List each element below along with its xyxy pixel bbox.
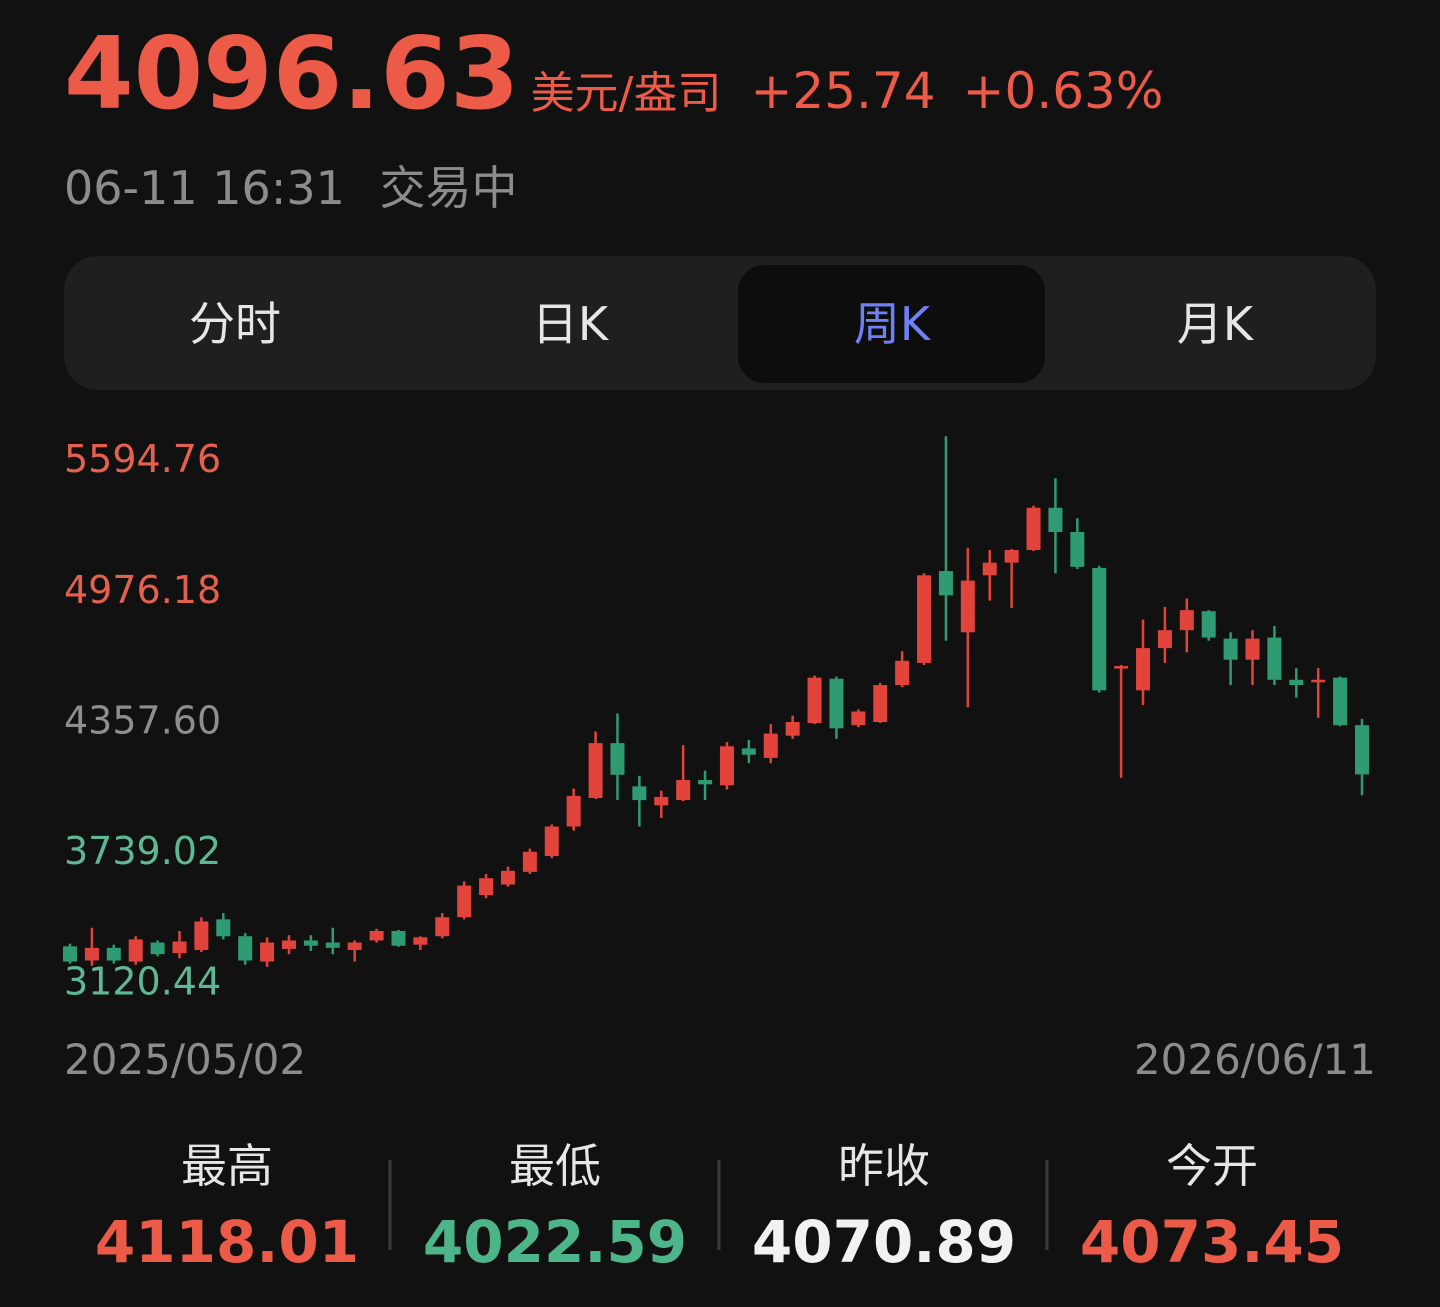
candle-body bbox=[1311, 679, 1326, 683]
change: +25.74 bbox=[750, 62, 935, 120]
candle-body bbox=[938, 571, 953, 596]
stat-value: 4022.59 bbox=[423, 1208, 687, 1276]
candle-body bbox=[1333, 677, 1348, 726]
x-tick-label: 2025/05/02 bbox=[64, 1035, 306, 1084]
tab[interactable]: 分时 bbox=[189, 297, 281, 351]
candle-body bbox=[1245, 638, 1260, 660]
status: 交易中 bbox=[379, 161, 517, 215]
candle-body bbox=[917, 575, 932, 663]
y-tick-label: 4976.18 bbox=[64, 568, 221, 612]
candle-body bbox=[172, 941, 187, 954]
candle-body bbox=[544, 826, 559, 857]
candle-body bbox=[1289, 679, 1304, 686]
candle-body bbox=[1092, 567, 1107, 691]
candle-body bbox=[873, 685, 888, 722]
candle-body bbox=[1157, 630, 1172, 649]
candle-body bbox=[347, 942, 362, 950]
candle-body bbox=[391, 930, 406, 946]
candle-body bbox=[960, 580, 975, 633]
y-tick-label: 3120.44 bbox=[64, 959, 221, 1003]
candle-body bbox=[194, 921, 209, 950]
stat-value: 4073.45 bbox=[1080, 1208, 1344, 1276]
candle-body bbox=[829, 678, 844, 729]
candle-body bbox=[128, 939, 143, 962]
candle-body bbox=[1355, 725, 1369, 775]
x-tick-label: 2026/06/11 bbox=[1134, 1035, 1376, 1084]
candle-body bbox=[63, 946, 77, 962]
candle-body bbox=[281, 940, 296, 949]
candle-body bbox=[851, 711, 866, 726]
y-tick-label: 4357.60 bbox=[64, 698, 221, 742]
candle-body bbox=[500, 870, 515, 885]
candle-body bbox=[1179, 610, 1194, 631]
tab[interactable]: 月K bbox=[1177, 297, 1255, 351]
candle-body bbox=[413, 937, 428, 945]
stat-value: 4070.89 bbox=[752, 1208, 1016, 1276]
status-line: 06-11 16:31 交易中 bbox=[64, 161, 517, 215]
candle-body bbox=[1114, 666, 1129, 669]
candle-body bbox=[479, 878, 494, 896]
tab-bar bbox=[64, 256, 1376, 390]
candle-body bbox=[216, 919, 231, 937]
stat-label: 昨收 bbox=[838, 1139, 930, 1193]
tab-active-bg bbox=[738, 265, 1045, 383]
candle-body bbox=[150, 942, 165, 955]
candle-body bbox=[522, 851, 537, 872]
chart: 3120.44 3739.02 4357.60 4976.18 5594.76 2025/… bbox=[63, 436, 1376, 1084]
stat-label: 最高 bbox=[181, 1139, 273, 1193]
candle-body bbox=[566, 795, 581, 827]
candle-body bbox=[654, 796, 669, 806]
candle-body bbox=[982, 562, 997, 576]
candle-body bbox=[1026, 507, 1041, 550]
candle-body bbox=[588, 743, 603, 798]
y-tick-label: 3739.02 bbox=[64, 829, 221, 873]
y-tick-label: 5594.76 bbox=[64, 437, 221, 481]
candle-body bbox=[1070, 532, 1085, 567]
candle-body bbox=[106, 947, 121, 961]
candle-body bbox=[632, 786, 647, 801]
candle-body bbox=[763, 733, 778, 758]
candle-body bbox=[238, 936, 253, 961]
candle-body bbox=[1048, 507, 1063, 533]
candle-body bbox=[1136, 648, 1151, 691]
candle-body bbox=[260, 942, 275, 962]
price-line: 4096.63 美元/盎司 +25.74 +0.63% bbox=[64, 15, 1163, 132]
candle-body bbox=[1223, 638, 1238, 660]
candle-body bbox=[895, 660, 910, 686]
candle-body bbox=[303, 940, 318, 946]
candle-body bbox=[785, 721, 800, 736]
candle-body bbox=[457, 885, 472, 918]
candle-body bbox=[676, 780, 691, 801]
stat-label: 最低 bbox=[509, 1139, 601, 1193]
candle-body bbox=[435, 917, 450, 937]
candle-body bbox=[807, 677, 822, 724]
candle-body bbox=[741, 748, 756, 755]
candle-body bbox=[1201, 611, 1216, 638]
candle-body bbox=[84, 947, 99, 961]
candle-body bbox=[369, 930, 384, 941]
stat-label: 今开 bbox=[1166, 1139, 1258, 1193]
tab[interactable]: 周K bbox=[854, 297, 932, 351]
unit: 美元/盎司 bbox=[531, 68, 722, 119]
candle-body bbox=[325, 942, 340, 948]
candle-body bbox=[1267, 637, 1282, 680]
price: 4096.63 bbox=[64, 15, 519, 132]
timestamp: 06-11 16:31 bbox=[64, 161, 345, 215]
tab[interactable]: 日K bbox=[532, 297, 610, 351]
tabs: 分时 日K 周K 月K bbox=[189, 265, 1255, 383]
stats: 最高 4118.01 最低 4022.59 昨收 4070.89 今开 4073.45 bbox=[95, 1139, 1344, 1276]
candle-body bbox=[610, 743, 625, 775]
candle-body bbox=[698, 780, 713, 785]
change-pct: +0.63% bbox=[963, 62, 1164, 120]
candle-body bbox=[1004, 549, 1019, 563]
candle-body bbox=[719, 746, 734, 786]
stat-value: 4118.01 bbox=[95, 1208, 359, 1276]
